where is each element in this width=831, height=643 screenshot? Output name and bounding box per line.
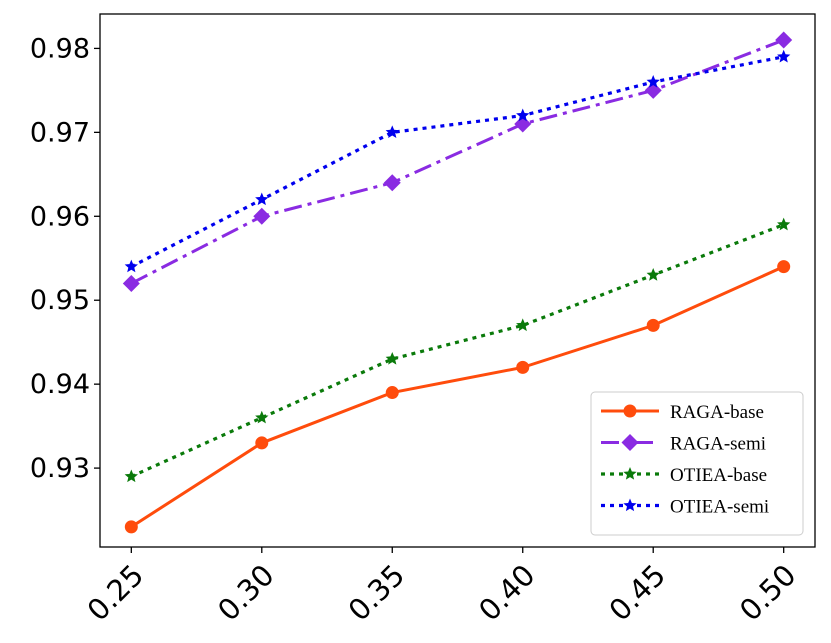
x-tick-label: 0.50 (733, 558, 803, 628)
legend-marker-otiea-base (623, 467, 637, 480)
data-point-otiea-base-3 (385, 351, 399, 365)
legend-label-otiea-base: OTIEA-base (670, 465, 767, 486)
plot-area (122, 31, 793, 534)
y-tick-label: 0.97 (30, 117, 90, 148)
plot-frame (99, 13, 816, 548)
legend-label-raga-base: RAGA-base (670, 402, 764, 423)
data-point-otiea-semi-6 (777, 49, 791, 63)
series-line-raga-base (130, 265, 785, 529)
axes: 0.93 0.94 0.95 0.96 0.97 0.98 0.25 0.30 0.35 0.40… (30, 13, 816, 628)
y-tick-label: 0.95 (30, 285, 90, 316)
series-line-otiea-semi (130, 55, 784, 269)
legend-label-raga-semi: RAGA-semi (670, 434, 766, 455)
data-point-raga-base-5 (646, 318, 660, 332)
data-point-raga-base-6 (777, 260, 791, 274)
data-point-otiea-semi-4 (516, 108, 530, 122)
series-line-raga-semi (130, 38, 785, 285)
data-point-raga-semi-2 (253, 207, 271, 225)
legend-box (590, 391, 804, 536)
data-point-raga-semi-5 (644, 81, 662, 99)
data-point-raga-base-2 (255, 436, 269, 450)
legend-marker-raga-semi (621, 434, 639, 451)
x-tick-label: 0.45 (602, 558, 672, 628)
data-point-raga-base-3 (385, 386, 399, 400)
data-point-otiea-base-4 (516, 318, 530, 332)
legend-marker-otiea-semi (623, 498, 637, 512)
data-point-raga-semi-4 (514, 115, 532, 133)
x-tick-label: 0.30 (211, 558, 281, 628)
data-point-otiea-base-2 (255, 410, 269, 424)
data-point-otiea-base-6 (777, 217, 791, 231)
x-tick-label: 0.25 (81, 558, 151, 628)
y-tick-label: 0.98 (30, 33, 90, 64)
data-point-raga-semi-1 (122, 274, 140, 292)
y-tick-label: 0.96 (30, 201, 90, 232)
data-point-raga-base-4 (516, 360, 530, 374)
data-point-otiea-base-1 (124, 469, 138, 483)
legend: RAGA-base RAGA-semi OTIEA-base OTIEA-semi (590, 391, 804, 536)
legend-marker-raga-base (623, 404, 637, 418)
data-point-otiea-base-5 (646, 268, 660, 281)
data-point-otiea-semi-2 (255, 192, 269, 206)
series-line-otiea-base (130, 223, 785, 478)
data-point-otiea-semi-1 (124, 259, 138, 273)
y-tick-label: 0.94 (30, 369, 90, 400)
legend-label-otiea-semi: OTIEA-semi (670, 497, 769, 518)
x-tick-label: 0.40 (472, 558, 542, 628)
data-point-raga-semi-6 (775, 31, 793, 49)
data-point-otiea-semi-5 (646, 74, 660, 88)
y-tick-label: 0.93 (30, 453, 90, 484)
data-point-raga-semi-3 (383, 174, 401, 192)
data-point-otiea-semi-3 (385, 125, 399, 139)
data-point-raga-base-1 (124, 520, 138, 534)
x-tick-label: 0.35 (342, 558, 412, 628)
